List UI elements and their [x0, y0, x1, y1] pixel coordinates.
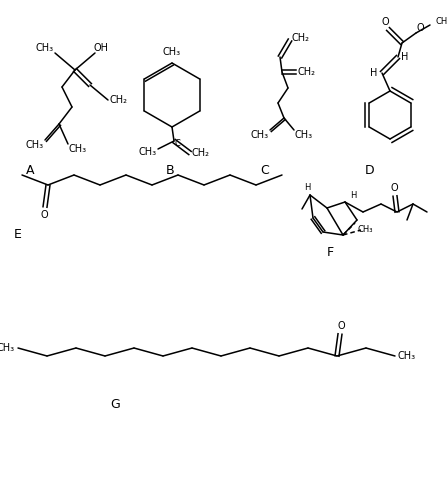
- Text: D: D: [365, 164, 375, 176]
- Text: H: H: [370, 68, 378, 78]
- Text: CH₂: CH₂: [291, 33, 309, 43]
- Text: H: H: [304, 182, 310, 192]
- Text: O: O: [416, 23, 424, 33]
- Text: CH₃: CH₃: [251, 130, 269, 140]
- Text: A: A: [26, 164, 34, 176]
- Text: B: B: [166, 164, 174, 176]
- Text: O: O: [337, 321, 345, 331]
- Text: CH₃: CH₃: [435, 18, 447, 26]
- Text: O: O: [390, 183, 398, 193]
- Text: E: E: [14, 228, 22, 241]
- Text: CH₂: CH₂: [109, 95, 127, 105]
- Text: CH₃: CH₃: [163, 47, 181, 57]
- Text: CH₃: CH₃: [295, 130, 313, 140]
- Text: CH₃: CH₃: [0, 343, 15, 353]
- Text: CH₃: CH₃: [69, 144, 87, 154]
- Text: CH₂: CH₂: [191, 148, 209, 158]
- Text: O: O: [381, 17, 389, 27]
- Text: OH: OH: [93, 43, 109, 53]
- Text: CH₃: CH₃: [398, 351, 416, 361]
- Text: H: H: [350, 192, 356, 200]
- Text: O: O: [40, 210, 48, 220]
- Text: F: F: [326, 246, 333, 258]
- Text: C: C: [261, 164, 270, 176]
- Text: H: H: [401, 52, 409, 62]
- Text: G: G: [110, 398, 120, 411]
- Text: CH₃: CH₃: [26, 140, 44, 150]
- Text: CH₃: CH₃: [139, 147, 157, 157]
- Text: CH₃: CH₃: [357, 224, 373, 234]
- Text: CH₂: CH₂: [297, 67, 315, 77]
- Text: CH₃: CH₃: [36, 43, 54, 53]
- Text: C: C: [174, 140, 180, 148]
